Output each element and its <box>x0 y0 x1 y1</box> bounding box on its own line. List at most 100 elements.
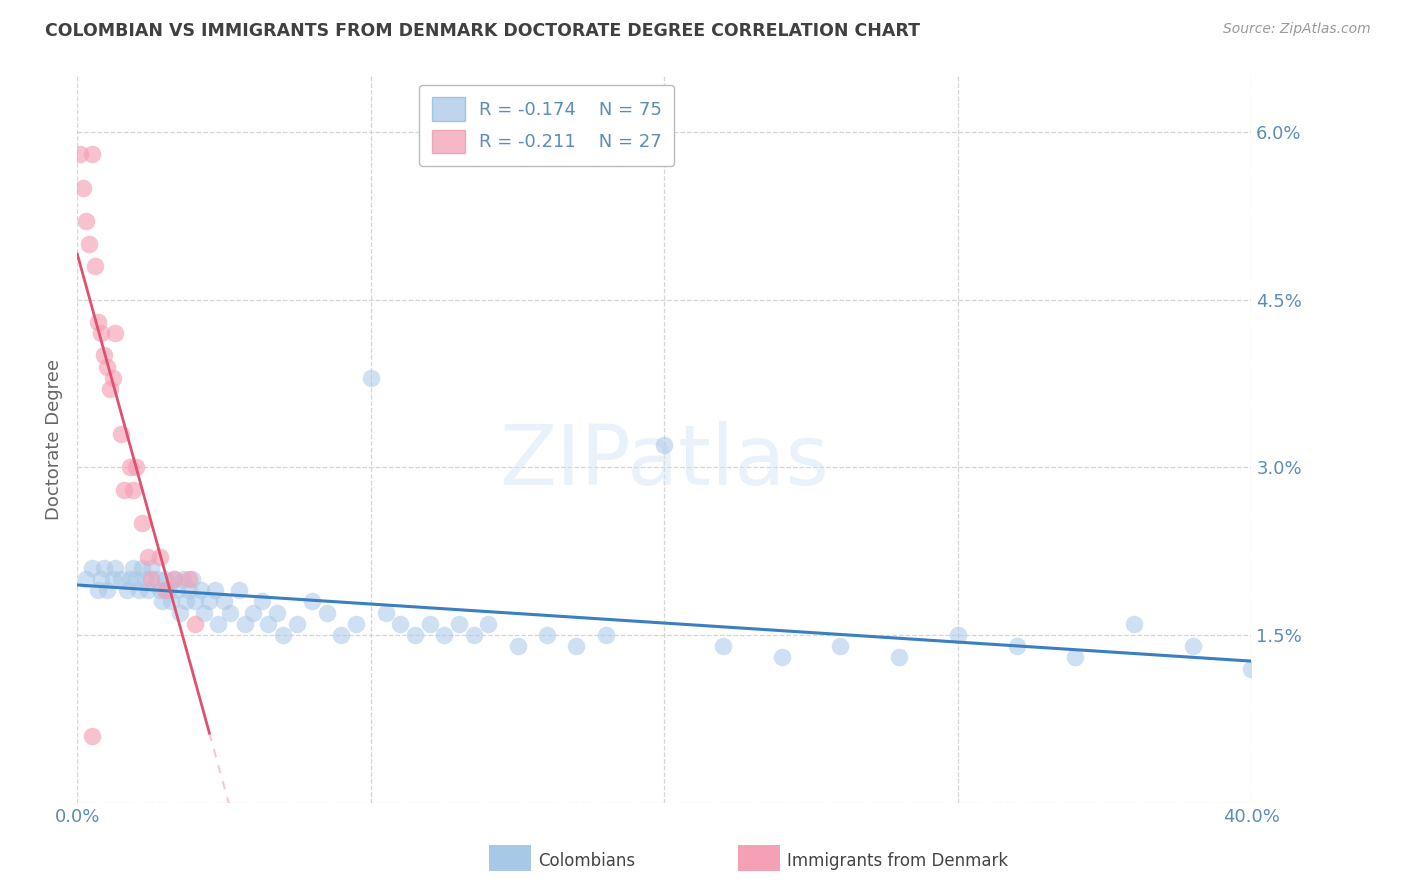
Point <box>90 572 112 586</box>
Point <box>595 628 617 642</box>
Point <box>134 572 156 586</box>
Point <box>148 583 170 598</box>
Point <box>122 561 145 575</box>
Point <box>198 594 221 608</box>
Text: Source: ZipAtlas.com: Source: ZipAtlas.com <box>1223 22 1371 37</box>
Point <box>69 147 91 161</box>
Point <box>160 594 183 608</box>
Point <box>128 583 150 598</box>
Point <box>228 583 250 598</box>
Point <box>75 572 97 586</box>
Point <box>433 628 456 642</box>
Point <box>183 594 207 608</box>
Point <box>360 371 382 385</box>
Point <box>287 616 309 631</box>
Point <box>652 438 676 452</box>
Point <box>131 561 153 575</box>
Point <box>157 583 180 598</box>
Point <box>1064 650 1087 665</box>
Point <box>96 359 118 374</box>
Point <box>242 606 264 620</box>
Point <box>1181 639 1204 653</box>
Point <box>145 572 167 586</box>
Point <box>75 214 97 228</box>
Point <box>84 259 107 273</box>
Point <box>166 583 188 598</box>
Text: COLOMBIAN VS IMMIGRANTS FROM DENMARK DOCTORATE DEGREE CORRELATION CHART: COLOMBIAN VS IMMIGRANTS FROM DENMARK DOC… <box>45 22 920 40</box>
Point <box>87 583 110 598</box>
Point <box>1240 662 1263 676</box>
Point <box>163 572 186 586</box>
Point <box>72 180 94 194</box>
Point <box>139 572 162 586</box>
Point <box>177 572 200 586</box>
Point <box>389 616 412 631</box>
Point <box>506 639 529 653</box>
Point <box>212 594 235 608</box>
Point <box>125 460 148 475</box>
Point <box>271 628 294 642</box>
Text: Colombians: Colombians <box>538 852 636 870</box>
Point <box>96 583 118 598</box>
Point <box>344 616 367 631</box>
Point <box>190 583 212 598</box>
Point <box>374 606 396 620</box>
Point <box>252 594 274 608</box>
Point <box>148 549 170 564</box>
Legend: R = -0.174    N = 75, R = -0.211    N = 27: R = -0.174 N = 75, R = -0.211 N = 27 <box>419 85 675 166</box>
Point <box>112 483 135 497</box>
Point <box>301 594 323 608</box>
Point <box>93 561 115 575</box>
Point <box>98 382 121 396</box>
Point <box>80 729 103 743</box>
Point <box>1005 639 1028 653</box>
Point <box>110 572 132 586</box>
Point <box>174 594 197 608</box>
Point <box>183 616 207 631</box>
Point <box>152 594 174 608</box>
Point <box>90 326 112 340</box>
Point <box>207 616 229 631</box>
Text: ZIPatlas: ZIPatlas <box>499 421 830 501</box>
Point <box>477 616 499 631</box>
Point <box>155 583 177 598</box>
Point <box>419 616 441 631</box>
Point <box>219 606 242 620</box>
Point <box>889 650 911 665</box>
Y-axis label: Doctorate Degree: Doctorate Degree <box>45 359 63 520</box>
Point <box>257 616 280 631</box>
Point <box>830 639 852 653</box>
Point <box>172 572 194 586</box>
Point <box>204 583 226 598</box>
Point <box>1122 616 1144 631</box>
Point <box>770 650 793 665</box>
Point <box>104 326 127 340</box>
Point <box>330 628 353 642</box>
Point <box>155 572 177 586</box>
Point <box>131 516 153 531</box>
Point <box>565 639 588 653</box>
Point <box>120 460 142 475</box>
Point <box>404 628 426 642</box>
Point <box>177 583 200 598</box>
Point <box>193 606 215 620</box>
Point <box>80 147 103 161</box>
Point <box>136 583 159 598</box>
Point <box>946 628 969 642</box>
Point <box>101 371 124 385</box>
Point <box>266 606 288 620</box>
Point <box>163 572 186 586</box>
Point <box>120 572 142 586</box>
Point <box>233 616 256 631</box>
Point <box>80 561 103 575</box>
Text: Immigrants from Denmark: Immigrants from Denmark <box>787 852 1008 870</box>
Point <box>463 628 485 642</box>
Point <box>169 606 191 620</box>
Point <box>101 572 124 586</box>
Point <box>77 236 100 251</box>
Point <box>115 583 138 598</box>
Point <box>87 315 110 329</box>
Point <box>536 628 558 642</box>
Point <box>125 572 148 586</box>
Point <box>447 616 470 631</box>
